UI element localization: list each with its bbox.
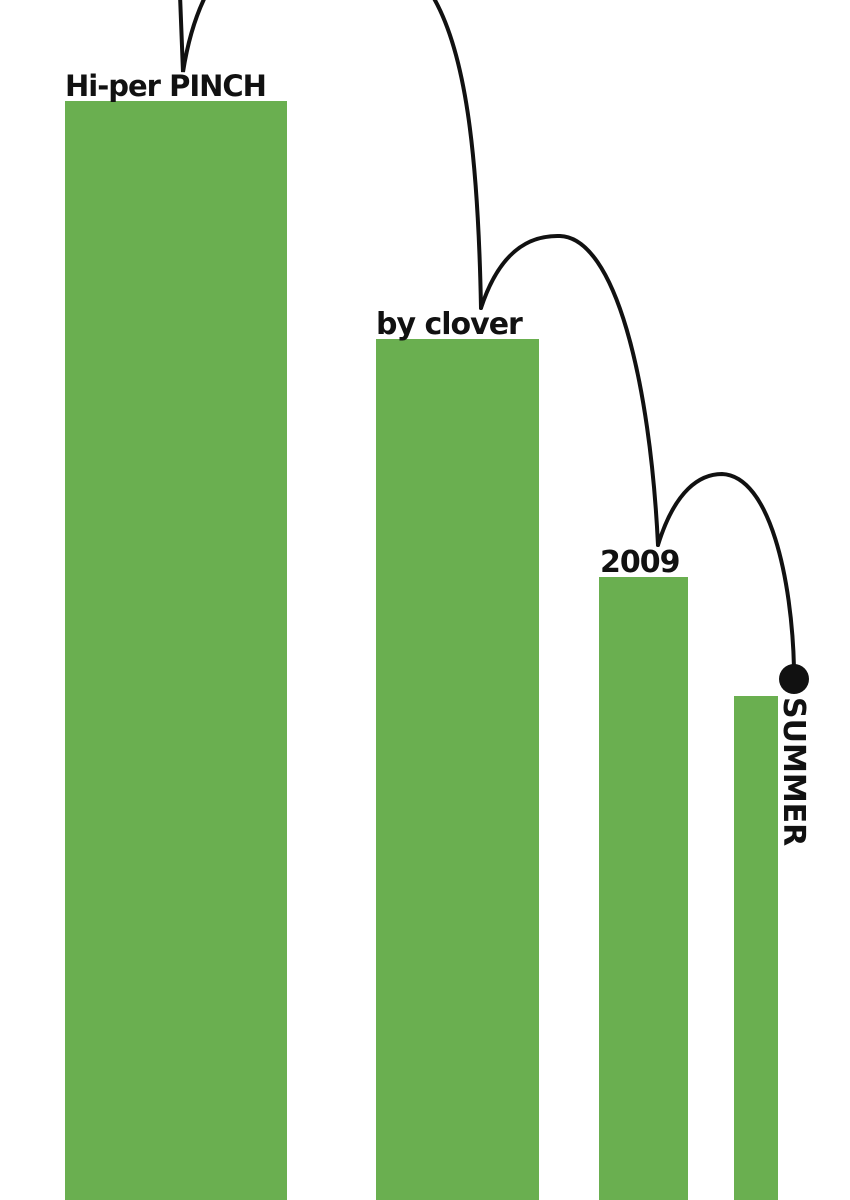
line-segment-3 — [479, 233, 660, 547]
bar-2 — [376, 339, 539, 1200]
bar-4 — [734, 696, 778, 1200]
author-text: by clover — [376, 307, 523, 342]
bar-3 — [599, 577, 688, 1200]
title-text: Hi-per PINCH — [65, 69, 267, 103]
season-text: SUMMER — [776, 697, 811, 847]
ball-dot — [779, 664, 809, 694]
year-text: 2009 — [600, 545, 680, 580]
line-segment-2 — [432, 0, 483, 310]
bar-1 — [65, 101, 287, 1200]
line-segment-1 — [178, 0, 206, 73]
line-segment-4 — [656, 471, 796, 670]
